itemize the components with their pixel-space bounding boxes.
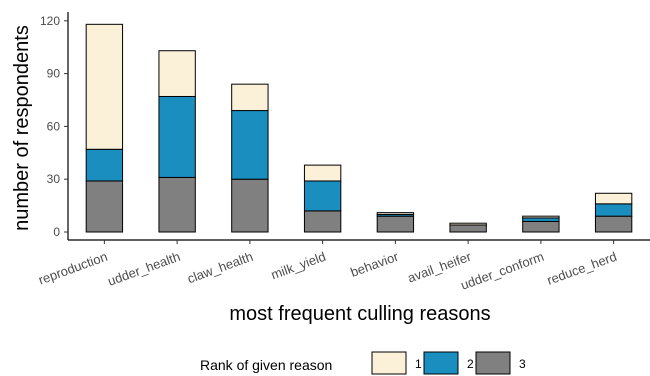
bar-segment-reduce_herd-rank-3 xyxy=(594,215,633,233)
x-tick-label-udder_health: udder_health xyxy=(106,249,182,289)
bar-segment-udder_health-rank-1 xyxy=(158,50,196,97)
legend-label-rank-3: 3 xyxy=(519,357,526,371)
bar-segment-claw_health-rank-1 xyxy=(231,83,269,112)
bar-segment-behavior-rank-3 xyxy=(376,215,415,233)
bar-segment-udder_conform-rank-1 xyxy=(522,215,560,219)
x-axis-title: most frequent culling reasons xyxy=(229,303,490,325)
y-tick-label: 30 xyxy=(47,172,61,186)
bar-segment-udder_conform-rank-2 xyxy=(522,217,560,222)
bar-segment-milk_yield-rank-3 xyxy=(303,210,342,233)
legend-title: Rank of given reason xyxy=(200,357,332,373)
x-tick-label-claw_health: claw_health xyxy=(185,249,255,287)
x-tick-label-reproduction: reproduction xyxy=(36,249,109,288)
bar-segment-claw_health-rank-2 xyxy=(231,110,269,180)
bar-segment-reproduction-rank-2 xyxy=(85,148,124,182)
legend-swatch-rank-2 xyxy=(423,351,459,375)
bar-segment-udder_conform-rank-3 xyxy=(522,220,560,233)
bar-segment-udder_health-rank-2 xyxy=(158,95,196,178)
y-tick-label: 90 xyxy=(47,67,61,81)
x-tick-label-behavior: behavior xyxy=(348,248,401,279)
legend-swatch-rank-1 xyxy=(371,351,407,375)
y-axis-title: number of respondents xyxy=(11,25,33,231)
legend-swatch-rank-3 xyxy=(475,351,511,375)
legend-label-rank-2: 2 xyxy=(467,357,474,371)
bar-segment-reproduction-rank-1 xyxy=(85,23,124,150)
bar-segment-reduce_herd-rank-1 xyxy=(594,192,633,205)
bar-segment-claw_health-rank-3 xyxy=(231,178,269,233)
legend-label-rank-1: 1 xyxy=(415,357,422,371)
bar-segment-avail_heifer-rank-1 xyxy=(449,222,487,226)
bar-segment-milk_yield-rank-1 xyxy=(303,164,342,182)
x-tick-label-reduce_herd: reduce_herd xyxy=(545,249,619,288)
bar-segment-reduce_herd-rank-2 xyxy=(594,203,633,217)
bar-segment-reproduction-rank-3 xyxy=(85,180,124,233)
y-tick-label: 60 xyxy=(47,119,61,133)
y-tick-label: 120 xyxy=(40,14,60,28)
bar-segment-behavior-rank-1 xyxy=(376,212,415,215)
y-tick-label: 0 xyxy=(53,225,60,239)
legend: Rank of given reason 1 2 3 xyxy=(200,351,526,375)
bar-segment-avail_heifer-rank-3 xyxy=(449,224,487,233)
x-tick-label-milk_yield: milk_yield xyxy=(269,249,328,283)
x-tick-label-udder_conform: udder_conform xyxy=(459,249,546,293)
bar-segment-udder_health-rank-3 xyxy=(158,176,196,233)
bar-segment-milk_yield-rank-2 xyxy=(303,180,342,212)
